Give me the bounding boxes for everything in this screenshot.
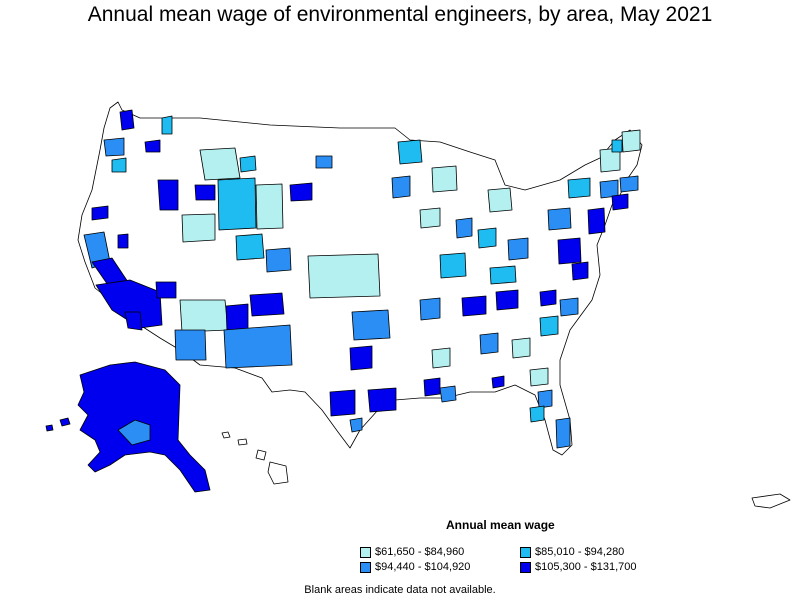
area-ct-ri: [611, 193, 629, 211]
area-nd-1: [315, 155, 333, 169]
area-mt-east: [289, 182, 313, 202]
area-va: [571, 261, 589, 281]
area-ut-1: [155, 281, 177, 299]
footnote: Blank areas indicate data not available.: [304, 584, 496, 596]
area-az-phx: [174, 329, 207, 361]
legend-swatch-tier1: [360, 546, 371, 558]
area-mt-west: [199, 147, 241, 181]
legend-label-tier1: $61,650 - $84,960: [375, 546, 465, 558]
area-nm-1: [225, 303, 249, 333]
area-il-chi: [455, 217, 473, 239]
area-wa-2: [103, 137, 125, 157]
area-pa-1: [547, 207, 572, 231]
area-tx-dfw: [349, 345, 373, 371]
area-ca-south: [95, 279, 163, 329]
area-ky: [489, 265, 517, 285]
area-ok-1: [351, 309, 391, 341]
legend-title: Annual mean wage: [446, 518, 555, 532]
map-title: Annual mean wage of environmental engine…: [87, 3, 713, 26]
area-mn-msp: [391, 175, 411, 199]
area-tn-1: [461, 295, 487, 317]
legend-label-tier4: $105,300 - $131,700: [535, 561, 637, 573]
area-fl-orl: [537, 389, 553, 409]
area-la-2: [439, 385, 457, 403]
area-ny-1: [567, 177, 591, 199]
area-fl-tampa: [529, 405, 545, 423]
hawaii-island-3: [255, 449, 267, 461]
area-wy-1: [217, 177, 257, 231]
area-me: [621, 129, 641, 153]
legend-item-tier2: $85,010 - $94,280: [520, 546, 624, 558]
legend-item-tier1: $61,650 - $84,960: [360, 546, 464, 558]
alaska-island-1: [59, 417, 71, 427]
area-la-1: [423, 377, 441, 397]
area-ar: [419, 297, 441, 321]
area-fl-pan: [491, 375, 505, 389]
area-co-west: [235, 233, 265, 261]
hawaii-island-1: [221, 431, 231, 439]
area-ma: [619, 175, 639, 193]
legend-label-tier2: $85,010 - $94,280: [535, 546, 625, 558]
area-nj-ny: [587, 207, 606, 235]
legend-label-tier3: $94,440 - $104,920: [375, 561, 471, 573]
legend-swatch-tier4: [520, 561, 531, 573]
map-legend: Annual mean wage $61,650 - $84,960 $85,0…: [358, 518, 668, 578]
area-az-1: [179, 299, 229, 333]
area-tn-2: [495, 289, 519, 311]
area-nv-ut: [181, 213, 216, 243]
area-sc: [539, 315, 559, 337]
area-mi: [487, 187, 513, 213]
legend-swatch-tier3: [360, 561, 371, 573]
area-nm-2: [249, 292, 285, 317]
area-mt-2: [239, 155, 257, 173]
hawaii-island-4: [267, 461, 289, 485]
area-me-2: [611, 139, 623, 153]
legend-swatch-tier2: [520, 546, 531, 558]
area-ia: [419, 207, 441, 229]
area-fl-south: [555, 417, 571, 449]
alaska-southcentral: [117, 419, 151, 446]
area-wy-2: [255, 183, 284, 230]
area-wi: [431, 165, 458, 193]
area-wa-west: [119, 109, 135, 131]
area-tx-coast: [349, 417, 363, 433]
area-ca-sd: [124, 311, 143, 331]
hawaii-island-2: [237, 438, 248, 446]
area-nc-1: [539, 289, 557, 307]
area-tx-houston: [367, 387, 397, 413]
puerto-rico: [751, 493, 791, 509]
area-co-1: [265, 247, 292, 273]
area-dc-md: [557, 237, 582, 265]
area-ga: [511, 337, 531, 359]
alaska-island-2: [45, 424, 54, 432]
legend-item-tier3: $94,440 - $104,920: [360, 561, 470, 573]
area-oh: [507, 237, 529, 261]
area-or-nv: [91, 205, 109, 221]
area-ms: [431, 347, 451, 369]
area-id-1: [161, 115, 173, 135]
area-nc-2: [559, 297, 579, 317]
legend-item-tier4: $105,300 - $131,700: [520, 561, 637, 573]
area-or-1: [111, 157, 127, 173]
area-mo: [439, 252, 467, 279]
area-mn-1: [397, 139, 423, 165]
area-nm-3: [223, 324, 293, 369]
area-in: [477, 227, 497, 249]
area-al: [479, 332, 499, 355]
area-wa-3: [144, 139, 161, 153]
area-ca-central: [117, 233, 129, 249]
area-id-3: [194, 184, 216, 201]
area-fl-jax: [529, 367, 549, 387]
area-tx-austin: [329, 389, 356, 417]
area-id-2: [157, 179, 179, 211]
area-ks: [307, 253, 381, 299]
